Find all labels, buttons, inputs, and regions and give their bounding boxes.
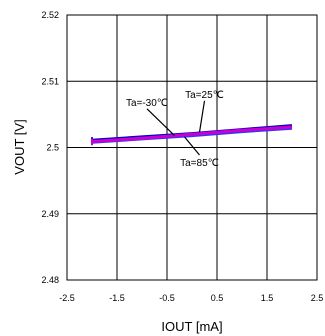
y-tick-label: 2.52 [41,10,59,20]
x-tick-label: 0.5 [211,293,224,303]
x-tick-label: -2.5 [59,293,75,303]
x-tick-label: -0.5 [159,293,175,303]
annotation-label: Ta=-30℃ [126,98,168,109]
y-axis-label: VOUT [V] [12,119,27,174]
grid [67,15,317,280]
y-tick-label: 2.51 [41,76,59,86]
annotation-layer: Ta=-30℃ Ta=25℃ Ta=85℃ [126,90,224,169]
annotation-label: Ta=85℃ [180,158,219,169]
y-tick-labels: 2.48 2.49 2.5 2.51 2.52 [41,10,59,285]
x-tick-labels: -2.5 -1.5 -0.5 0.5 1.5 2.5 [59,293,323,303]
x-axis-label: IOUT [mA] [161,319,222,334]
y-tick-label: 2.49 [41,209,59,219]
annotation-pointer [146,108,175,137]
y-tick-label: 2.48 [41,275,59,285]
annotation-pointer [184,136,200,156]
series-layer [91,124,293,146]
x-tick-label: -1.5 [109,293,125,303]
x-tick-label: 2.5 [311,293,324,303]
x-tick-label: 1.5 [261,293,274,303]
annotation-label: Ta=25℃ [185,90,224,101]
series-line [91,125,293,143]
y-tick-label: 2.5 [46,143,59,153]
annotation-pointer [198,100,206,133]
